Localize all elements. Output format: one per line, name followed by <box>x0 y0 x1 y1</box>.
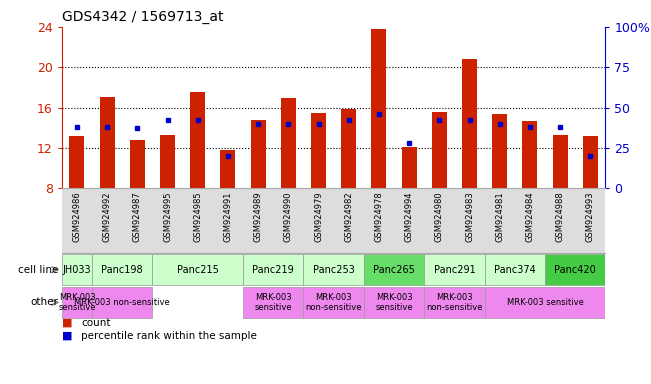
Bar <box>522 121 538 188</box>
Bar <box>70 136 85 188</box>
Bar <box>303 287 364 318</box>
Bar <box>303 254 364 285</box>
Bar <box>243 287 303 318</box>
Text: Panc420: Panc420 <box>555 265 596 275</box>
Text: GSM924990: GSM924990 <box>284 192 293 242</box>
Bar <box>243 254 303 285</box>
Text: cell line: cell line <box>18 265 59 275</box>
Text: MRK-003
non-sensitive: MRK-003 non-sensitive <box>305 293 362 312</box>
Bar <box>364 254 424 285</box>
Text: ■: ■ <box>62 318 72 328</box>
Text: MRK-003 non-sensitive: MRK-003 non-sensitive <box>74 298 170 307</box>
Bar <box>100 98 115 188</box>
Text: GSM924986: GSM924986 <box>72 192 81 242</box>
Bar <box>160 135 175 188</box>
Text: GSM924984: GSM924984 <box>525 192 534 242</box>
Text: GSM924983: GSM924983 <box>465 192 474 242</box>
Text: other: other <box>31 297 59 308</box>
Bar <box>424 287 484 318</box>
Text: GSM924994: GSM924994 <box>405 192 413 242</box>
Bar <box>402 147 417 188</box>
Text: GSM924992: GSM924992 <box>103 192 111 242</box>
Text: GSM924980: GSM924980 <box>435 192 444 242</box>
Text: GSM924995: GSM924995 <box>163 192 172 242</box>
Text: count: count <box>81 318 111 328</box>
Bar <box>341 109 356 188</box>
Bar <box>311 113 326 188</box>
Text: GSM924991: GSM924991 <box>223 192 232 242</box>
Bar <box>364 287 424 318</box>
Bar <box>484 254 545 285</box>
Bar <box>130 140 145 188</box>
Text: Panc265: Panc265 <box>373 265 415 275</box>
Text: GSM924981: GSM924981 <box>495 192 505 242</box>
Bar <box>281 98 296 188</box>
Bar <box>371 29 387 188</box>
Bar <box>462 59 477 188</box>
Bar <box>424 254 484 285</box>
Text: MRK-003
non-sensitive: MRK-003 non-sensitive <box>426 293 482 312</box>
Text: GSM924978: GSM924978 <box>374 192 383 242</box>
Text: ■: ■ <box>62 331 72 341</box>
Text: MRK-003
sensitive: MRK-003 sensitive <box>58 293 96 312</box>
Bar <box>432 112 447 188</box>
Bar <box>492 114 507 188</box>
Bar <box>553 135 568 188</box>
Bar <box>221 150 236 188</box>
Bar <box>62 254 92 285</box>
Text: GSM924993: GSM924993 <box>586 192 595 242</box>
Text: MRK-003
sensitive: MRK-003 sensitive <box>255 293 292 312</box>
Text: MRK-003
sensitive: MRK-003 sensitive <box>375 293 413 312</box>
Text: Panc374: Panc374 <box>494 265 536 275</box>
Text: Panc219: Panc219 <box>253 265 294 275</box>
Text: GSM924988: GSM924988 <box>556 192 564 242</box>
Text: GSM924985: GSM924985 <box>193 192 202 242</box>
Text: JH033: JH033 <box>62 265 91 275</box>
Text: Panc215: Panc215 <box>177 265 219 275</box>
Text: GSM924982: GSM924982 <box>344 192 353 242</box>
Text: Panc291: Panc291 <box>434 265 475 275</box>
Text: Panc253: Panc253 <box>312 265 355 275</box>
Text: Panc198: Panc198 <box>102 265 143 275</box>
Bar <box>583 136 598 188</box>
Text: GSM924989: GSM924989 <box>254 192 262 242</box>
Bar <box>152 254 243 285</box>
Bar <box>190 93 205 188</box>
Bar <box>92 254 152 285</box>
Text: GDS4342 / 1569713_at: GDS4342 / 1569713_at <box>62 10 223 25</box>
Text: MRK-003 sensitive: MRK-003 sensitive <box>506 298 583 307</box>
Bar <box>62 287 92 318</box>
Text: GSM924979: GSM924979 <box>314 192 323 242</box>
Text: percentile rank within the sample: percentile rank within the sample <box>81 331 257 341</box>
Text: GSM924987: GSM924987 <box>133 192 142 242</box>
Bar <box>92 287 152 318</box>
Bar <box>545 254 605 285</box>
Bar <box>484 287 605 318</box>
Bar <box>251 120 266 188</box>
